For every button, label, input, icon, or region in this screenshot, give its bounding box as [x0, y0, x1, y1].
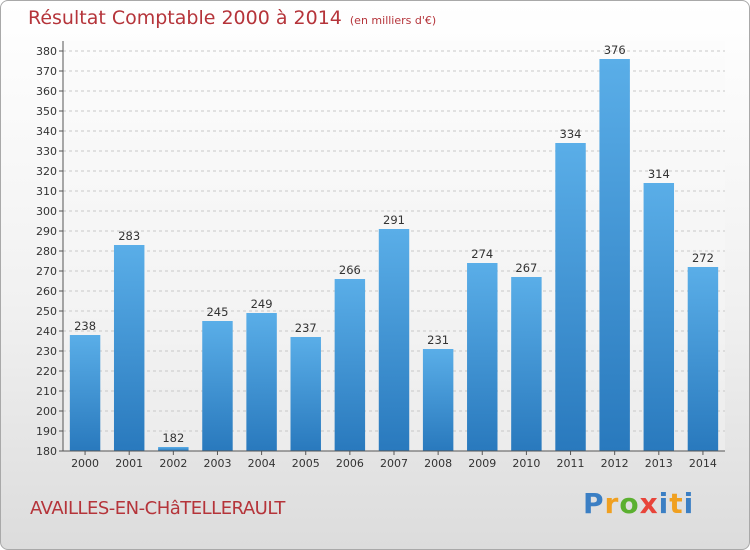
proxiti-logo: Proxiti	[583, 487, 694, 520]
y-tick-label: 340	[36, 125, 57, 138]
x-tick-label: 2004	[248, 457, 276, 470]
y-tick-label: 230	[36, 345, 57, 358]
logo-letter: x	[639, 487, 659, 520]
x-tick-label: 2011	[557, 457, 585, 470]
bar	[113, 245, 145, 451]
y-tick-label: 210	[36, 385, 57, 398]
y-tick-label: 280	[36, 245, 57, 258]
data-label: 376	[604, 43, 626, 57]
data-label: 182	[162, 431, 184, 445]
bar	[687, 267, 719, 451]
data-label: 249	[251, 297, 273, 311]
y-tick-label: 330	[36, 145, 57, 158]
logo-letter: r	[604, 487, 620, 520]
bar	[643, 183, 675, 451]
logo-letter: P	[583, 487, 605, 520]
data-label: 245	[206, 305, 228, 319]
x-tick-label: 2000	[71, 457, 99, 470]
x-tick-label: 2005	[292, 457, 320, 470]
bar	[158, 447, 189, 451]
y-tick-label: 310	[36, 185, 57, 198]
y-tick-label: 360	[36, 85, 57, 98]
bar	[290, 337, 321, 451]
x-tick-label: 2002	[159, 457, 187, 470]
x-tick-label: 2003	[203, 457, 231, 470]
y-tick-label: 380	[36, 45, 57, 58]
x-tick-label: 2008	[424, 457, 452, 470]
data-label: 267	[515, 261, 537, 275]
bar	[599, 59, 630, 451]
logo-letter: i	[683, 487, 695, 520]
bar	[555, 143, 586, 451]
x-tick-label: 2007	[380, 457, 408, 470]
x-tick-label: 2006	[336, 457, 364, 470]
y-tick-label: 180	[36, 445, 57, 458]
bar	[246, 313, 277, 451]
y-tick-label: 260	[36, 285, 57, 298]
y-tick-label: 350	[36, 105, 57, 118]
data-label: 314	[648, 167, 670, 181]
town-name: AVAILLES-EN-CHâTELLERAULT	[30, 498, 285, 519]
x-tick-label: 2001	[115, 457, 143, 470]
bar	[422, 349, 454, 451]
bars-layer: 238 283 182 245 249 237 266 291 231 274 267 334 376 3…	[69, 43, 719, 451]
bar	[202, 321, 233, 451]
data-label: 238	[74, 319, 96, 333]
data-label: 334	[560, 127, 582, 141]
x-tick-label: 2010	[512, 457, 540, 470]
y-tick-label: 240	[36, 325, 57, 338]
y-tick-label: 290	[36, 225, 57, 238]
bar	[378, 229, 410, 451]
data-label: 283	[118, 229, 140, 243]
bar	[511, 277, 542, 451]
chart-subtitle: (en milliers d'€)	[349, 14, 437, 27]
y-tick-label: 270	[36, 265, 57, 278]
x-tick-label: 2009	[468, 457, 496, 470]
chart-title-text: Résultat Comptable 2000 à 2014	[28, 7, 342, 29]
axis-layer: 180 190 200 210 220 230 240 250 260 270 280 290 300 3…	[36, 41, 725, 470]
data-label: 231	[427, 333, 449, 347]
logo-letter: o	[619, 487, 640, 520]
chart-title: Résultat Comptable 2000 à 2014 (en millie…	[28, 7, 436, 29]
y-tick-label: 190	[36, 425, 57, 438]
y-tick-label: 200	[36, 405, 57, 418]
logo-letter: t	[669, 487, 684, 520]
data-label: 272	[692, 251, 714, 265]
data-label: 274	[471, 247, 493, 261]
data-label: 291	[383, 213, 405, 227]
bar	[334, 279, 366, 451]
bar	[467, 263, 498, 451]
logo-letter: i	[658, 487, 670, 520]
y-tick-label: 320	[36, 165, 57, 178]
x-tick-label: 2012	[601, 457, 629, 470]
data-label: 237	[295, 321, 317, 335]
y-tick-label: 300	[36, 205, 57, 218]
bar	[69, 335, 101, 451]
y-tick-label: 250	[36, 305, 57, 318]
y-tick-label: 370	[36, 65, 57, 78]
x-tick-label: 2013	[645, 457, 673, 470]
data-label: 266	[339, 263, 361, 277]
x-tick-label: 2014	[689, 457, 717, 470]
y-tick-label: 220	[36, 365, 57, 378]
